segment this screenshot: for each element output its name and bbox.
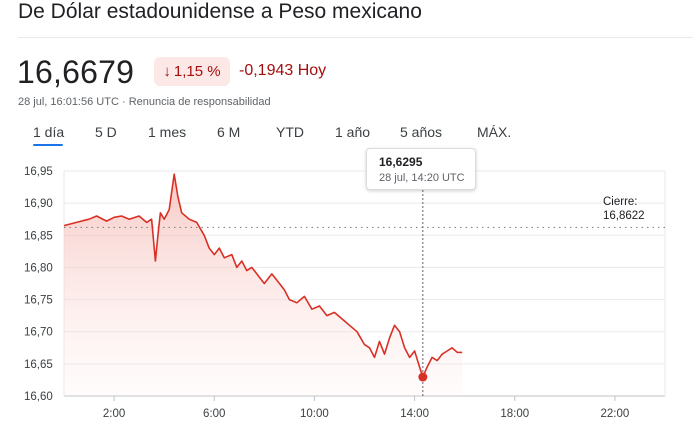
percent-change-badge: ↓ 1,15 % <box>154 57 230 86</box>
price-line <box>63 173 463 378</box>
hover-tooltip: 16,6295 28 jul, 14:20 UTC <box>366 148 476 190</box>
x-axis-ticks: 2:00 6:00 10:00 14:00 18:00 22:00 <box>103 396 629 420</box>
tab-1-day[interactable]: 1 día <box>33 124 65 146</box>
tab-label: 1 día <box>33 124 65 140</box>
y-tick-label: 16,80 <box>24 262 53 274</box>
tab-ytd[interactable]: YTD <box>276 124 304 140</box>
y-tick-label: 16,85 <box>24 230 53 242</box>
x-tick-label: 14:00 <box>400 408 429 420</box>
arrow-down-icon: ↓ <box>163 63 171 80</box>
active-tab-indicator <box>33 144 63 146</box>
tab-1-month[interactable]: 1 mes <box>148 124 187 140</box>
price-area-fill <box>64 174 463 396</box>
timestamp: 28 jul, 16:01:56 UTC <box>18 96 119 108</box>
tab-5-years[interactable]: 5 años <box>400 124 443 140</box>
price-meta: 28 jul, 16:01:56 UTC · Renuncia de respo… <box>18 96 271 108</box>
y-tick-label: 16,75 <box>24 295 53 307</box>
tooltip-time: 28 jul, 14:20 UTC <box>379 172 465 184</box>
x-tick-label: 2:00 <box>103 408 125 420</box>
current-price: 16,6679 <box>17 54 135 90</box>
tab-max[interactable]: MÁX. <box>477 124 512 140</box>
y-tick-label: 16,95 <box>24 166 53 178</box>
header-divider <box>18 37 693 38</box>
y-tick-label: 16,90 <box>24 198 53 210</box>
tab-6-months[interactable]: 6 M <box>217 124 241 140</box>
disclaimer-link[interactable]: Renuncia de responsabilidad <box>128 96 271 108</box>
x-tick-label: 10:00 <box>300 408 329 420</box>
hover-point <box>418 372 428 382</box>
x-tick-label: 22:00 <box>601 408 630 420</box>
x-tick-label: 6:00 <box>203 408 225 420</box>
absolute-change: -0,1943 Hoy <box>239 62 327 79</box>
y-axis-ticks: 16,60 16,65 16,70 16,75 16,80 16,85 16,90 16,95 <box>24 166 53 403</box>
previous-close-label: Cierre: 16,8622 <box>603 195 645 223</box>
tooltip-value: 16,6295 <box>379 155 423 169</box>
tab-1-year[interactable]: 1 año <box>335 124 371 140</box>
previous-close-value: 16,8622 <box>603 210 645 222</box>
percent-change-value: 1,15 % <box>173 63 221 80</box>
tab-5-days[interactable]: 5 D <box>95 124 117 140</box>
y-tick-label: 16,70 <box>24 327 53 339</box>
page-title: De Dólar estadounidense a Peso mexicano <box>18 0 422 23</box>
meta-separator: · <box>121 96 126 108</box>
y-tick-label: 16,60 <box>24 391 53 403</box>
previous-close-title: Cierre: <box>603 196 638 208</box>
y-tick-label: 16,65 <box>24 359 53 371</box>
price-chart[interactable]: 16,60 16,65 16,70 16,75 16,80 16,85 16,90 16,95… <box>0 150 693 434</box>
x-tick-label: 18:00 <box>500 408 529 420</box>
